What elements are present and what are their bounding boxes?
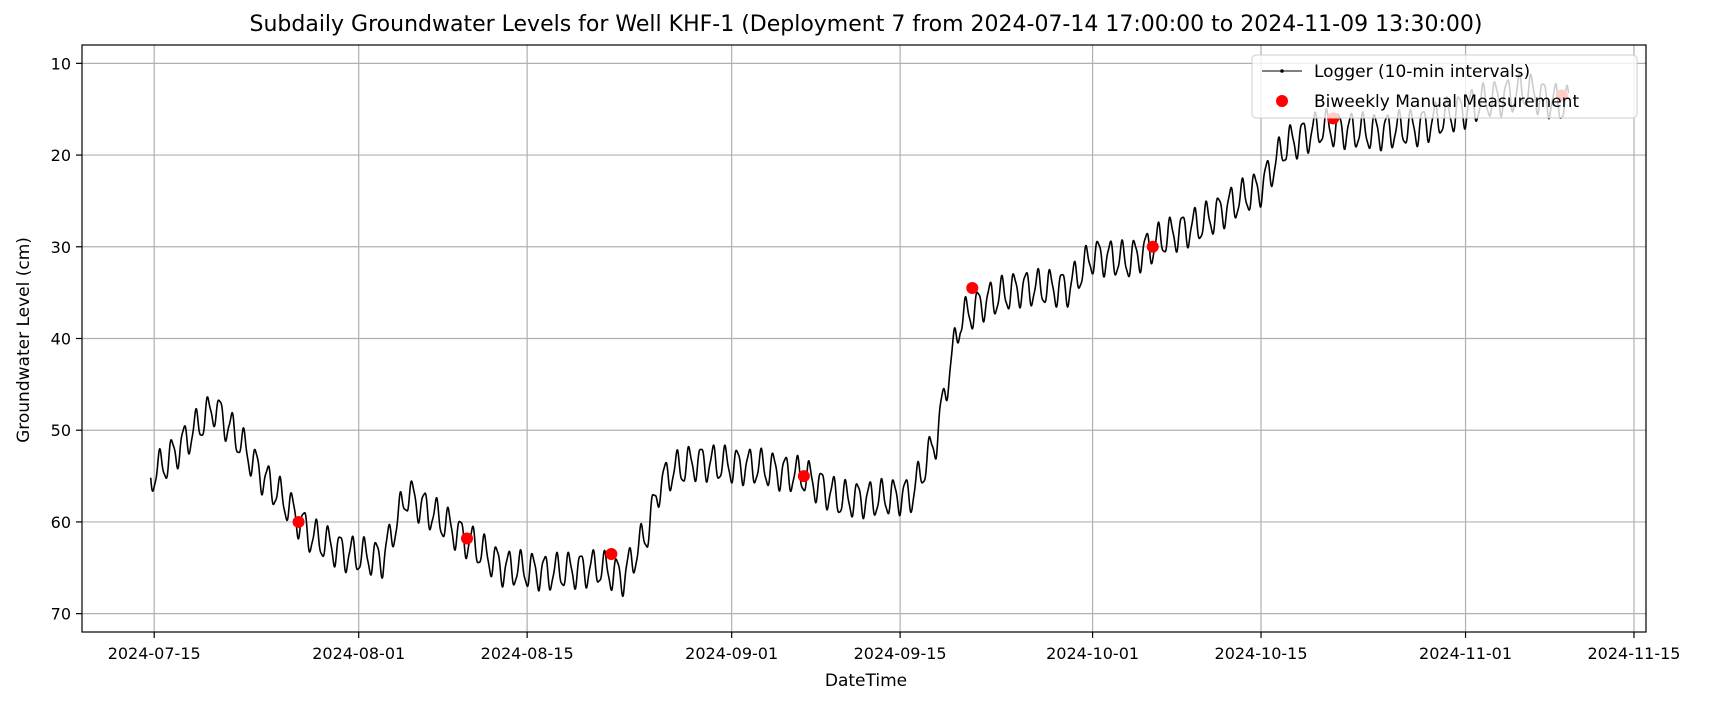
- chart-title: Subdaily Groundwater Levels for Well KHF…: [250, 12, 1483, 37]
- x-axis: 2024-07-15 2024-08-01 2024-08-15 2024-09-01…: [108, 632, 1680, 663]
- y-tick-label: 20: [51, 146, 71, 165]
- plot-area: [149, 72, 1570, 598]
- legend-box: [1251, 54, 1638, 119]
- manual-measurement-point: [797, 470, 810, 483]
- y-tick-label: 50: [51, 421, 71, 440]
- x-tick-label: 2024-09-15: [854, 644, 947, 663]
- manual-measurement-point: [605, 548, 618, 561]
- x-tick-label: 2024-09-01: [685, 644, 778, 663]
- grid-lines: [82, 45, 1646, 632]
- x-tick-label: 2024-07-15: [108, 644, 201, 663]
- legend-manual-label: Biweekly Manual Measurement: [1314, 92, 1579, 112]
- y-tick-label: 60: [51, 513, 71, 532]
- y-tick-label: 30: [51, 238, 71, 257]
- manual-measurement-point: [460, 532, 473, 545]
- legend-logger-label: Logger (10-min intervals): [1314, 62, 1530, 82]
- y-tick-label: 40: [51, 330, 71, 349]
- manual-measurement-point: [292, 515, 305, 528]
- manual-measurement-point: [966, 282, 979, 295]
- legend-manual-swatch: [1276, 95, 1288, 107]
- x-axis-label: DateTime: [825, 671, 907, 691]
- y-tick-label: 10: [51, 54, 71, 73]
- x-tick-label: 2024-08-15: [481, 644, 574, 663]
- manual-measurement-point: [1146, 240, 1159, 253]
- legend: Logger (10-min intervals) Biweekly Manual…: [1251, 54, 1638, 119]
- x-tick-label: 2024-10-01: [1046, 644, 1139, 663]
- y-tick-label: 70: [51, 605, 71, 624]
- y-axis-label: Groundwater Level (cm): [14, 237, 34, 443]
- x-tick-label: 2024-11-15: [1587, 644, 1680, 663]
- x-tick-label: 2024-11-01: [1419, 644, 1512, 663]
- x-tick-label: 2024-10-15: [1215, 644, 1308, 663]
- x-tick-label: 2024-08-01: [312, 644, 405, 663]
- y-axis: 10 20 30 40 50 60 70: [51, 54, 82, 624]
- logger-series-line: [149, 72, 1570, 598]
- legend-logger-marker: [1280, 69, 1284, 73]
